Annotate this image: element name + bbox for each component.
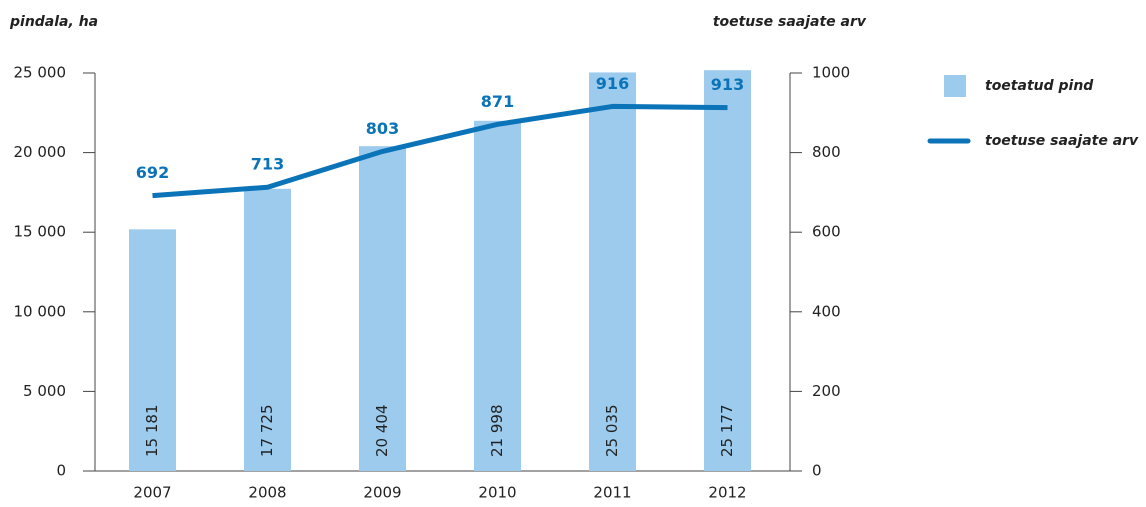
- y-tick-label: 20 000: [14, 143, 67, 161]
- line-value-label: 803: [366, 119, 399, 138]
- y-axis-title: pindala, ha: [9, 14, 98, 30]
- y2-tick-label: 800: [812, 143, 841, 161]
- bar-value-label: 25 177: [718, 405, 736, 458]
- bar: [244, 188, 291, 471]
- x-tick-label: 2009: [363, 484, 401, 502]
- y2-tick-label: 200: [812, 382, 841, 400]
- bar-value-label: 20 404: [373, 405, 391, 458]
- y2-tick-label: 0: [812, 462, 822, 480]
- y-tick-label: 15 000: [14, 223, 67, 241]
- y-tick-label: 5 000: [23, 382, 66, 400]
- line-value-label: 913: [711, 75, 744, 94]
- x-tick-label: 2012: [708, 484, 746, 502]
- line-value-label: 871: [481, 92, 514, 111]
- y2-axis-title: toetuse saajate arv: [713, 14, 867, 30]
- line-value-label: 916: [596, 74, 629, 93]
- x-tick-label: 2011: [593, 484, 631, 502]
- bar-value-label: 21 998: [488, 405, 506, 458]
- x-tick-label: 2007: [133, 484, 171, 502]
- line-value-label: 692: [136, 163, 169, 182]
- legend-label: toetuse saajate arv: [985, 133, 1139, 149]
- bar: [589, 72, 636, 471]
- y2-tick-label: 400: [812, 302, 841, 320]
- line-value-label: 713: [251, 155, 284, 174]
- bar: [359, 146, 406, 471]
- legend-swatch: [944, 75, 966, 97]
- y-tick-label: 10 000: [14, 302, 67, 320]
- y2-tick-label: 1000: [812, 64, 850, 82]
- bar-value-label: 15 181: [143, 405, 161, 458]
- bar-value-label: 25 035: [603, 405, 621, 458]
- y-tick-label: 0: [56, 462, 66, 480]
- x-tick-label: 2010: [478, 484, 516, 502]
- bar-value-label: 17 725: [258, 405, 276, 458]
- line: [152, 103, 728, 199]
- x-tick-label: 2008: [248, 484, 286, 502]
- y-tick-label: 25 000: [14, 64, 67, 82]
- bar: [704, 70, 751, 471]
- legend-label: toetatud pind: [985, 78, 1094, 94]
- bar: [129, 229, 176, 471]
- y2-tick-label: 600: [812, 223, 841, 241]
- bar: [474, 120, 521, 471]
